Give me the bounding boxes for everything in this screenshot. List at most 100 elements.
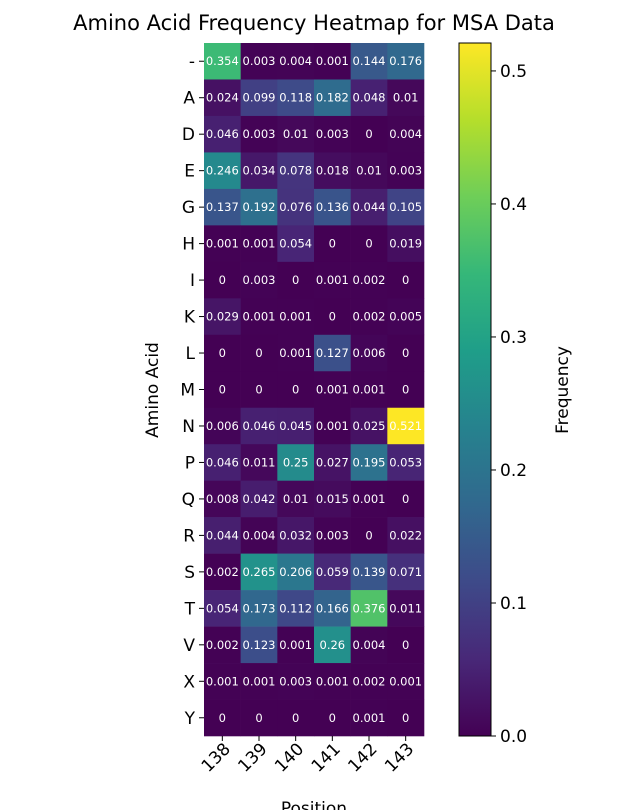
y-tick-label: M	[180, 381, 195, 401]
y-tick-label: L	[186, 344, 196, 364]
heatmap-cell	[350, 261, 388, 299]
cell-value-label: 0.001	[279, 638, 312, 652]
heatmap-cell	[314, 225, 351, 263]
heatmap-cell	[387, 261, 425, 299]
cell-value-label: 0.001	[316, 674, 349, 688]
y-tick-label: E	[184, 162, 195, 182]
heatmap-cell	[240, 517, 278, 554]
x-tick-label: 140	[271, 739, 308, 776]
heatmap-cell	[204, 298, 241, 336]
cell-value-label: 0.054	[279, 237, 312, 251]
heatmap-cell	[277, 553, 315, 591]
heatmap-cell	[240, 225, 278, 263]
heatmap-cell	[277, 407, 315, 445]
y-tick-label: N	[182, 417, 195, 437]
heatmap-cell	[314, 517, 351, 554]
heatmap-cell	[240, 480, 278, 518]
cell-value-label: 0	[402, 346, 409, 360]
cell-value-label: 0	[402, 492, 409, 506]
heatmap-cell	[350, 590, 388, 627]
cell-value-label: 0.206	[279, 565, 312, 579]
heatmap-cell	[240, 261, 278, 299]
cell-value-label: 0.006	[206, 419, 239, 433]
heatmap-cell	[240, 407, 278, 445]
colorbar-tick-label: 0.2	[500, 461, 527, 481]
y-tick-label: T	[184, 599, 196, 619]
cell-value-label: 0.001	[243, 674, 276, 688]
cell-value-label: 0.003	[316, 528, 349, 542]
cell-value-label: 0.006	[353, 346, 386, 360]
cell-value-label: 0.246	[206, 164, 239, 178]
colorbar-tick-label: 0.1	[500, 594, 527, 614]
cell-value-label: 0.024	[206, 91, 239, 105]
cell-value-label: 0.123	[243, 638, 276, 652]
cell-value-label: 0.029	[206, 310, 239, 324]
heatmap-cell	[204, 626, 241, 664]
heatmap-cell	[387, 334, 425, 372]
cell-value-label: 0.105	[389, 200, 422, 214]
heatmap-cell	[314, 298, 351, 336]
cell-value-label: 0.046	[206, 455, 239, 469]
heatmap-cell	[350, 699, 388, 737]
colorbar-tick-label: 0.4	[500, 195, 527, 215]
colorbar-tick-label: 0.3	[500, 328, 527, 348]
heatmap-cell	[277, 79, 315, 117]
heatmap-cell	[240, 699, 278, 737]
cell-value-label: 0.144	[353, 54, 386, 68]
heatmap-cell	[240, 298, 278, 336]
cell-value-label: 0.003	[279, 674, 312, 688]
heatmap-cell	[204, 663, 241, 700]
heatmap-cell	[240, 371, 278, 409]
heatmap-cell	[314, 480, 351, 518]
heatmap-cell	[204, 590, 241, 627]
cell-value-label: 0.376	[353, 601, 386, 615]
cell-value-label: 0.354	[206, 54, 239, 68]
cell-value-label: 0.076	[279, 200, 312, 214]
cell-value-label: 0.054	[206, 601, 239, 615]
heatmap-cell	[350, 43, 388, 80]
cell-value-label: 0	[365, 528, 372, 542]
heatmap-cell	[314, 115, 351, 153]
cell-value-label: 0.112	[279, 601, 312, 615]
cell-value-label: 0.018	[316, 164, 349, 178]
cell-value-label: 0.001	[243, 310, 276, 324]
cell-value-label: 0.099	[243, 91, 276, 105]
cell-value-label: 0	[365, 237, 372, 251]
cell-value-label: 0.137	[206, 200, 239, 214]
y-tick-label: K	[184, 308, 196, 328]
heatmap-cell	[350, 225, 388, 263]
heatmap-cell	[314, 590, 351, 627]
cell-value-label: 0.182	[316, 91, 349, 105]
cell-value-label: 0	[292, 711, 299, 725]
heatmap-cell	[350, 79, 388, 117]
cell-value-label: 0.002	[353, 273, 386, 287]
heatmap-cell	[314, 261, 351, 299]
cell-value-label: 0	[329, 237, 336, 251]
cell-value-label: 0.25	[283, 455, 309, 469]
heatmap-cell	[240, 626, 278, 664]
cell-value-label: 0.019	[389, 237, 422, 251]
cell-value-label: 0.001	[316, 383, 349, 397]
cell-value-label: 0	[255, 711, 262, 725]
cell-value-label: 0.011	[243, 455, 276, 469]
heatmap-cell	[277, 371, 315, 409]
heatmap-cell	[204, 43, 241, 80]
cell-value-label: 0.046	[206, 127, 239, 141]
heatmap-cell	[387, 517, 425, 554]
cell-value-label: 0	[255, 383, 262, 397]
cell-value-label: 0.003	[316, 127, 349, 141]
heatmap-cell	[314, 553, 351, 591]
heatmap-cell	[314, 152, 351, 190]
cell-value-label: 0.001	[316, 54, 349, 68]
cell-value-label: 0.521	[389, 419, 422, 433]
y-axis-label: Amino Acid	[143, 342, 163, 438]
cell-value-label: 0.002	[353, 310, 386, 324]
y-tick-label: D	[182, 125, 195, 145]
cell-value-label: 0.003	[243, 273, 276, 287]
heatmap-cell	[240, 334, 278, 372]
heatmap-cell	[277, 261, 315, 299]
cell-value-label: 0.004	[279, 54, 312, 68]
heatmap-cell	[204, 115, 241, 153]
cell-value-label: 0.139	[353, 565, 386, 579]
